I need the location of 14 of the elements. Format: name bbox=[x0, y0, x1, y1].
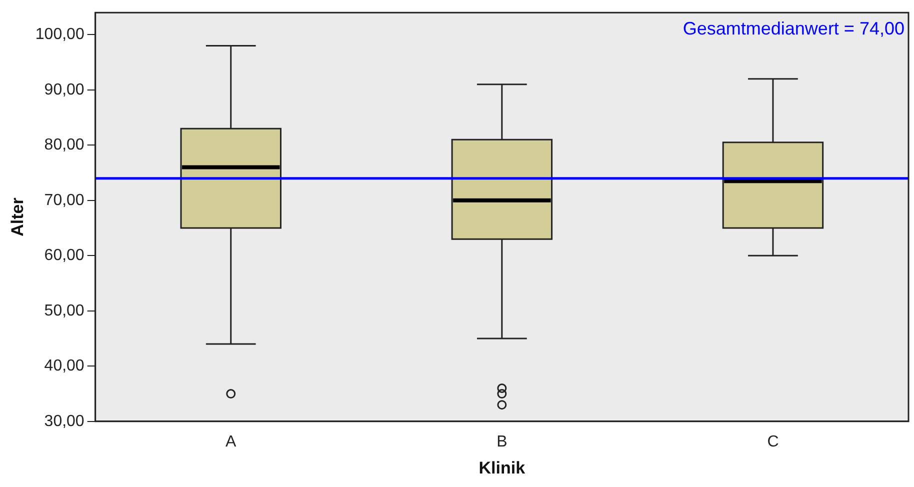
y-tick-label: 90,00 bbox=[44, 81, 84, 98]
x-tick-label: A bbox=[226, 433, 237, 450]
y-axis-title: Alter bbox=[8, 197, 27, 236]
ref-line-label: Gesamtmedianwert = 74,00 bbox=[682, 18, 904, 39]
y-tick-label: 50,00 bbox=[44, 302, 84, 320]
y-tick-label: 60,00 bbox=[44, 247, 84, 264]
y-tick-label: 30,00 bbox=[44, 412, 84, 430]
x-tick-label: B bbox=[496, 433, 508, 450]
y-tick-label: 40,00 bbox=[44, 358, 84, 375]
y-tick-label: 70,00 bbox=[44, 192, 84, 209]
x-tick-label: C bbox=[767, 433, 779, 450]
x-axis-title: Klinik bbox=[478, 458, 526, 478]
y-tick-label: 100,00 bbox=[35, 26, 84, 44]
y-tick-label: 80,00 bbox=[44, 136, 84, 154]
